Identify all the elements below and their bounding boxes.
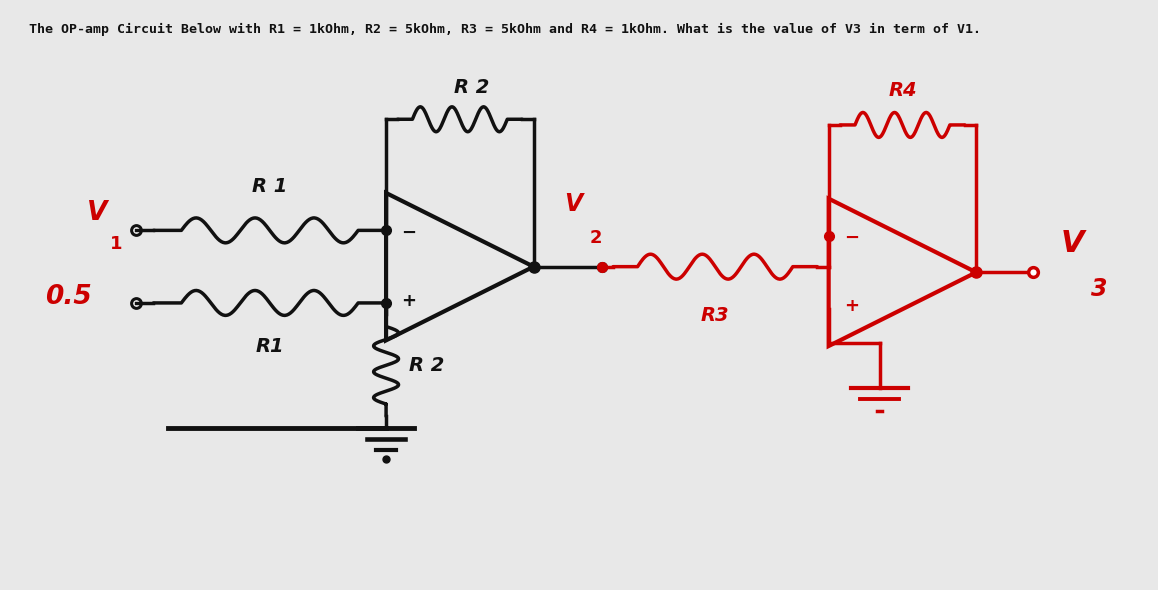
Text: R3: R3 <box>701 306 730 325</box>
Text: V: V <box>1061 230 1085 258</box>
Text: R 1: R 1 <box>252 178 287 196</box>
Text: 0.5: 0.5 <box>45 284 91 310</box>
Text: R 2: R 2 <box>454 78 489 97</box>
Text: V: V <box>564 192 582 217</box>
Text: The OP-amp Circuit Below with R1 = 1kOhm, R2 = 5kOhm, R3 = 5kOhm and R4 = 1kOhm.: The OP-amp Circuit Below with R1 = 1kOhm… <box>29 23 981 36</box>
Text: R1: R1 <box>256 337 284 356</box>
Text: R4: R4 <box>888 81 917 100</box>
Text: R 2: R 2 <box>409 356 445 375</box>
Text: 1: 1 <box>110 235 123 253</box>
Text: +: + <box>402 291 416 310</box>
Text: −: − <box>844 230 859 247</box>
Text: +: + <box>844 297 859 315</box>
Text: −: − <box>401 224 417 242</box>
Text: 2: 2 <box>589 230 602 247</box>
Text: V: V <box>87 201 107 227</box>
Text: 3: 3 <box>1091 277 1107 301</box>
